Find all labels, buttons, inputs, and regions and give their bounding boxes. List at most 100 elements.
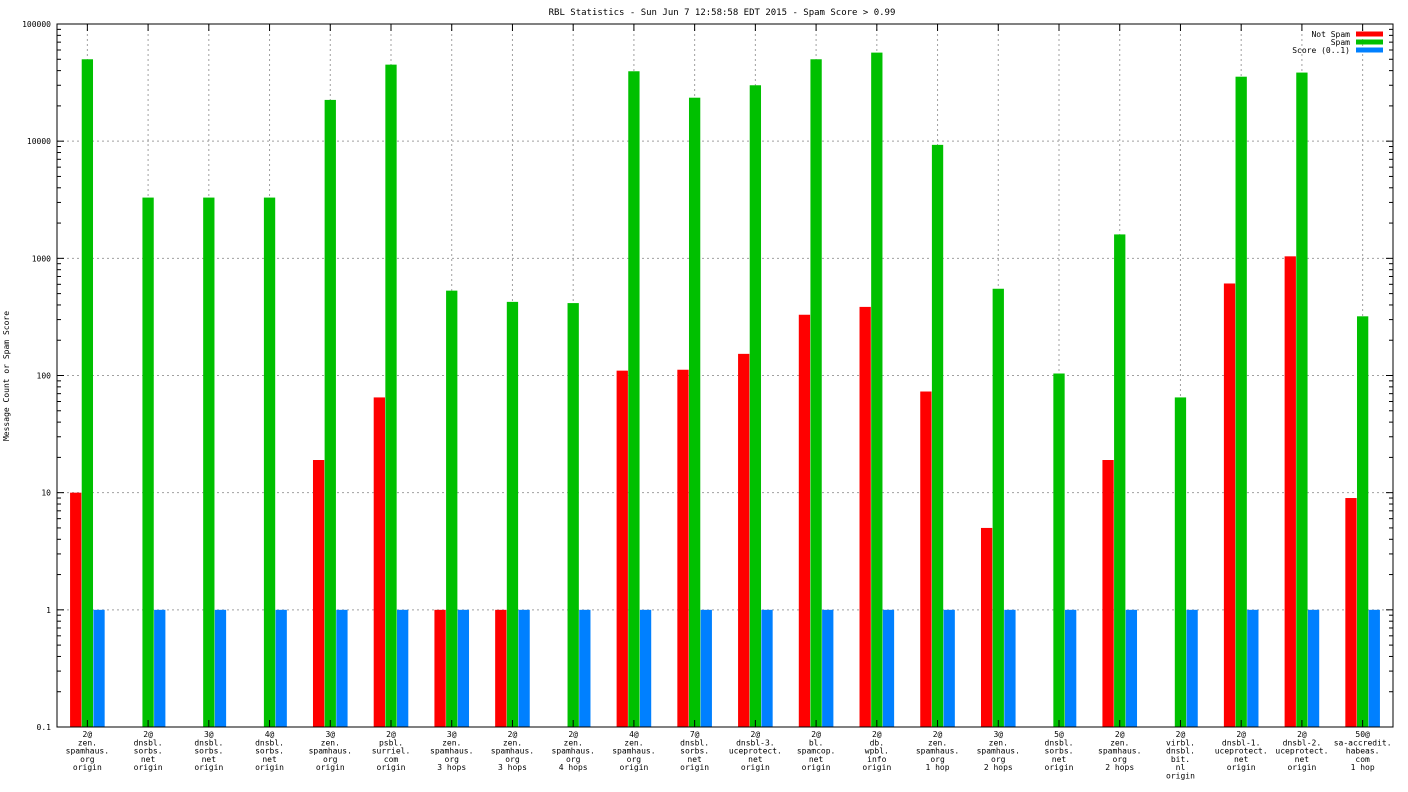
- x-category-label: 2@ virbl. dnsbl. bit. nl origin: [1166, 730, 1195, 781]
- bar-spam: [871, 52, 883, 727]
- x-category-label-line: sorbs.: [255, 747, 284, 756]
- x-category-label-line: dnsbl.: [1045, 738, 1074, 747]
- x-category-label-line: 2@: [811, 730, 821, 739]
- x-category-label-line: origin: [802, 763, 831, 772]
- x-category-label: 2@ db. wpbl. info origin: [862, 730, 891, 772]
- bar-not-spam: [616, 370, 628, 727]
- x-category-label-line: zen.: [442, 738, 461, 747]
- x-category-label: 2@ zen. spamhaus. org 2 hops: [1098, 730, 1141, 772]
- x-category-label-line: org: [930, 755, 945, 764]
- bar-not-spam: [798, 314, 811, 727]
- x-category-label-line: dnsbl-3.: [736, 738, 775, 747]
- bar-score-0-1: [1247, 609, 1259, 727]
- x-category-label: 2@ dnsbl. sorbs. net origin: [134, 730, 163, 772]
- x-category-label-line: 4@: [265, 730, 275, 739]
- x-category-label-line: origin: [73, 763, 102, 772]
- bar-spam: [324, 99, 336, 728]
- x-category-label-line: net: [262, 755, 277, 764]
- x-category-label: 2@ psbl. surriel. com origin: [372, 730, 411, 772]
- bar-spam: [385, 64, 397, 727]
- x-category-label-line: dnsbl.: [194, 738, 223, 747]
- x-category-label-line: 4 hops: [559, 763, 588, 772]
- bar-spam: [567, 303, 579, 727]
- x-category-label-line: 2@: [872, 730, 882, 739]
- x-category-label-line: spamhaus.: [552, 747, 595, 756]
- bar-score-0-1: [1186, 609, 1198, 727]
- x-category-label: 5@ dnsbl. sorbs. net origin: [1045, 730, 1074, 772]
- legend-swatch: [1356, 47, 1383, 53]
- x-category-label-line: info: [867, 755, 886, 764]
- x-category-label-line: bl.: [809, 738, 823, 747]
- bar-score-0-1: [761, 609, 773, 727]
- x-category-label-line: 2@: [508, 730, 518, 739]
- x-category-label-line: sorbs.: [134, 747, 163, 756]
- x-category-label: 3@ zen. spamhaus. org origin: [309, 730, 352, 772]
- bar-score-0-1: [579, 609, 591, 727]
- x-category-label-line: com: [1355, 755, 1370, 764]
- x-category-label-line: net: [202, 755, 217, 764]
- x-category-label-line: uceprotect.: [1275, 747, 1328, 756]
- legend-label: Spam: [1331, 38, 1350, 47]
- x-category-label-line: origin: [194, 763, 223, 772]
- x-category-label-line: dnsbl.: [680, 738, 709, 747]
- bar-score-0-1: [1004, 609, 1016, 727]
- x-category-label-line: org: [991, 755, 1006, 764]
- bar-score-0-1: [214, 609, 227, 727]
- x-category-label-line: 3@: [325, 730, 335, 739]
- x-category-label-line: spamhaus.: [612, 747, 655, 756]
- x-category-label-line: net: [1052, 755, 1067, 764]
- x-category-label-line: 3@: [447, 730, 457, 739]
- bar-spam: [749, 85, 762, 727]
- bar-spam: [628, 71, 640, 727]
- x-category-label-line: uceprotect.: [729, 747, 782, 756]
- y-tick-label: 10000: [27, 137, 51, 146]
- x-category-label-line: origin: [134, 763, 163, 772]
- x-category-label-line: zen.: [928, 738, 947, 747]
- bar-not-spam: [312, 460, 325, 727]
- x-category-label-line: origin: [1287, 763, 1316, 772]
- chart-title: RBL Statistics - Sun Jun 7 12:58:58 EDT …: [549, 8, 896, 18]
- bar-score-0-1: [700, 609, 712, 727]
- x-category-label-line: org: [445, 755, 460, 764]
- bar-not-spam: [920, 391, 932, 727]
- bar-spam: [446, 290, 458, 727]
- y-tick-label: 1000: [32, 254, 51, 263]
- x-category-label-line: 1 hop: [1351, 763, 1375, 772]
- x-category-label-line: uceprotect.: [1215, 747, 1268, 756]
- bar-score-0-1: [943, 609, 955, 727]
- bar-spam: [688, 97, 701, 727]
- bar-score-0-1: [639, 609, 652, 727]
- x-category-label-line: dnsbl.: [1166, 747, 1195, 756]
- bar-spam: [506, 301, 519, 727]
- x-category-label-line: 4@: [629, 730, 639, 739]
- x-category-label-line: spamhaus.: [309, 747, 352, 756]
- x-category-label-line: zen.: [503, 738, 522, 747]
- x-category-label-line: virbl.: [1166, 738, 1195, 747]
- x-category-label-line: org: [505, 755, 520, 764]
- y-tick-label: 100: [37, 372, 52, 381]
- bar-not-spam: [1284, 256, 1296, 727]
- x-category-label-line: origin: [255, 763, 284, 772]
- x-category-label-line: 2@: [83, 730, 93, 739]
- bar-spam: [263, 197, 276, 727]
- bar-score-0-1: [397, 609, 409, 727]
- x-category-label-line: org: [627, 755, 642, 764]
- bar-spam: [1356, 316, 1369, 727]
- x-category-label-line: 2@: [1176, 730, 1186, 739]
- bar-spam: [81, 59, 94, 727]
- x-category-label-line: origin: [316, 763, 345, 772]
- x-category-label-line: 2 hops: [1105, 763, 1134, 772]
- bar-score-0-1: [93, 609, 105, 727]
- x-category-label-line: origin: [619, 763, 648, 772]
- x-category-label-line: 3 hops: [498, 763, 527, 772]
- x-category-label-line: spamcop.: [797, 747, 836, 756]
- bar-not-spam: [373, 397, 385, 727]
- x-category-label: 2@ zen. spamhaus. org 1 hop: [916, 730, 959, 772]
- bar-not-spam: [980, 527, 993, 727]
- x-category-label: 7@ dnsbl. sorbs. net origin: [680, 730, 709, 772]
- x-category-label-line: 2@: [1297, 730, 1307, 739]
- x-category-label-line: org: [1113, 755, 1128, 764]
